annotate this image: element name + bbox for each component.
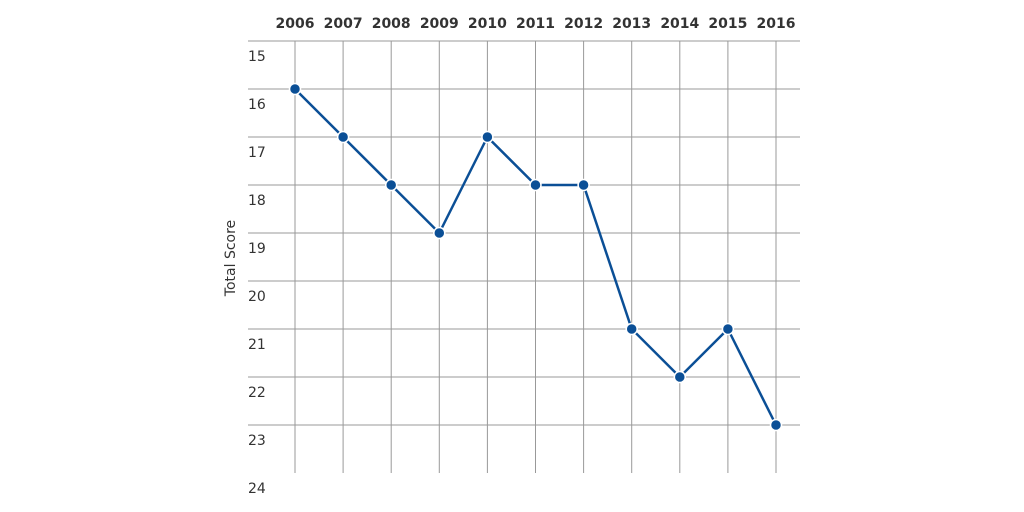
point [625,322,638,336]
point [384,178,398,192]
y-tick-label: 23 [248,433,266,449]
x-tick-label: 2013 [612,16,651,32]
y-axis-title: Total Score [223,220,239,297]
y-tick-label: 16 [248,97,266,113]
point [529,178,542,192]
y-tick-label: 22 [248,385,266,401]
point [769,418,783,432]
x-tick-label: 2007 [324,16,363,32]
x-tick-label: 2008 [372,16,411,32]
x-tick-label: 2014 [660,16,699,32]
x-tick-label: 2016 [757,16,796,32]
x-tick-label: 2011 [516,16,555,32]
point [721,322,735,336]
y-tick-label: 18 [248,193,266,209]
point [577,178,590,192]
y-tick-label: 17 [248,145,266,161]
y-tick-label: 20 [248,289,266,305]
y-tick-label: 21 [248,337,266,353]
point [673,370,687,384]
x-tick-label: 2012 [564,16,603,32]
point [288,82,302,96]
point [336,130,350,144]
x-tick-label: 2006 [276,16,315,32]
y-tick-label: 15 [248,49,266,65]
y-tick-label: 24 [248,481,266,497]
point [481,130,494,144]
x-tick-label: 2009 [420,16,459,32]
x-tick-label: 2015 [708,16,747,32]
y-tick-label: 19 [248,241,266,257]
point [433,226,446,240]
x-tick-label: 2010 [468,16,507,32]
